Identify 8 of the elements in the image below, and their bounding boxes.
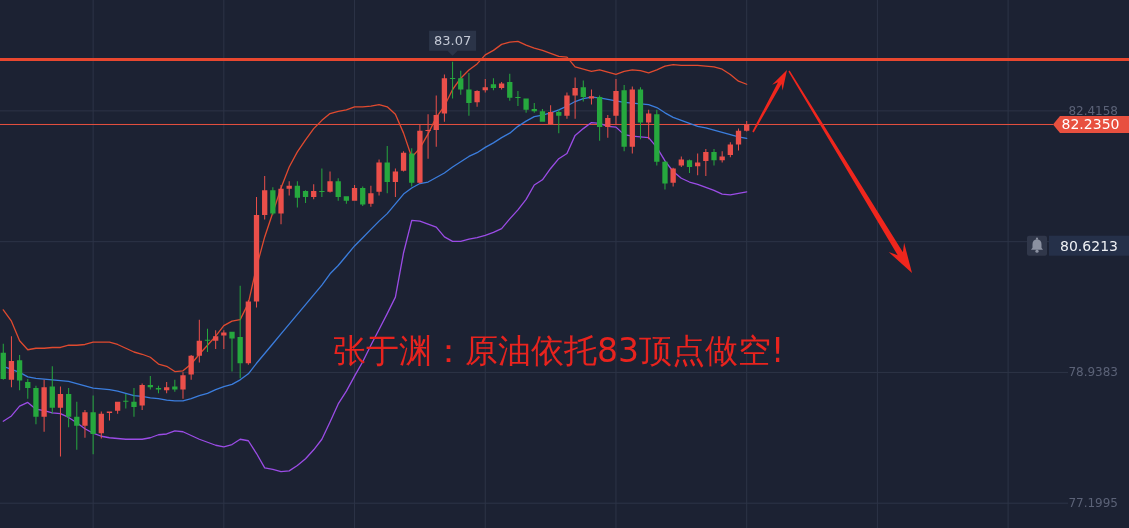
annotation: 张于渊：原油依托83顶点做空! — [333, 331, 785, 370]
high-label: 83.07 — [429, 30, 477, 56]
y-tick-label: 78.9383 — [1068, 365, 1118, 380]
ref-line-label: 82.2350 — [1061, 116, 1120, 133]
y-tick-label: 82.4158 — [1068, 103, 1118, 118]
alert-label: 80.6213 — [1049, 235, 1129, 256]
annotation: 83.07 — [433, 33, 472, 49]
y-tick-label: 77.1995 — [1068, 496, 1118, 511]
